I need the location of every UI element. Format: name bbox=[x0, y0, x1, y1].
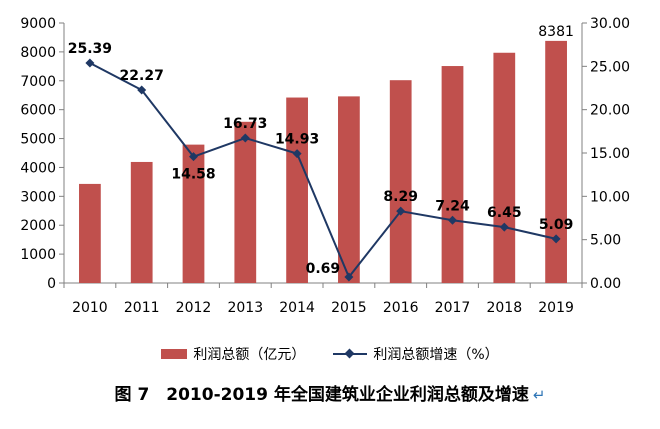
bar bbox=[338, 96, 360, 283]
figure-caption: 图 7 2010-2019 年全国建筑业企业利润总额及增速 ↵ bbox=[0, 380, 660, 405]
bar bbox=[130, 161, 153, 283]
legend-bar-swatch bbox=[161, 349, 188, 359]
line-data-label: 8.29 bbox=[383, 189, 418, 205]
return-arrow-icon: ↵ bbox=[532, 386, 546, 404]
caption-text: 图 7 2010-2019 年全国建筑业企业利润总额及增速 bbox=[114, 385, 529, 405]
chart: 0 1000 2000 3000 4000 5000 6000 7000 8000 9000 0.0… bbox=[20, 16, 630, 316]
y-right-tick-label: 25.00 bbox=[590, 59, 630, 75]
legend-line-label: 利润总额增速（%） bbox=[373, 347, 499, 363]
line-data-label: 5.09 bbox=[539, 217, 574, 233]
y-left-tick-label: 7000 bbox=[20, 74, 56, 90]
bar bbox=[182, 144, 205, 283]
line-point bbox=[499, 222, 509, 232]
line-data-label: 25.39 bbox=[68, 41, 112, 57]
bar bbox=[493, 52, 516, 283]
y-right-tick-label: 0.00 bbox=[590, 276, 621, 292]
y-right-tick-label: 20.00 bbox=[590, 103, 630, 119]
legend-line-marker-icon bbox=[333, 348, 368, 360]
x-tick-label: 2014 bbox=[279, 300, 315, 316]
y-right-tick-label: 10.00 bbox=[590, 189, 630, 205]
bar bbox=[545, 40, 567, 284]
y-left-tick-label: 6000 bbox=[20, 103, 56, 119]
y-left-tick-label: 9000 bbox=[20, 16, 56, 32]
legend-item-bar: 利润总额（亿元） bbox=[161, 344, 305, 364]
y-left-tick-label: 1000 bbox=[20, 247, 56, 263]
bar bbox=[79, 183, 101, 283]
chart-legend: 利润总额（亿元） 利润总额增速（%） bbox=[0, 342, 660, 366]
line-data-label: 22.27 bbox=[120, 68, 164, 84]
line-point bbox=[292, 149, 302, 159]
bar-data-label: 8381 bbox=[538, 24, 574, 40]
line-data-label: 0.69 bbox=[306, 261, 341, 277]
x-tick-label: 2010 bbox=[72, 300, 108, 316]
line-point bbox=[85, 58, 95, 68]
line-data-label: 14.58 bbox=[171, 167, 215, 183]
y-right-tick-label: 15.00 bbox=[590, 146, 630, 162]
bar bbox=[286, 97, 308, 284]
legend-item-line: 利润总额增速（%） bbox=[333, 344, 499, 364]
y-left-tick-label: 5000 bbox=[20, 132, 56, 148]
y-right-tick-label: 30.00 bbox=[590, 16, 630, 32]
line-data-label: 14.93 bbox=[275, 132, 319, 148]
line-point bbox=[448, 215, 457, 225]
line-data-label: 6.45 bbox=[487, 205, 522, 221]
line-point bbox=[551, 234, 561, 244]
y-left-tick-label: 0 bbox=[47, 276, 56, 292]
line-point bbox=[344, 272, 354, 282]
x-tick-label: 2011 bbox=[124, 300, 160, 316]
x-tick-label: 2013 bbox=[227, 300, 263, 316]
legend-bar-label: 利润总额（亿元） bbox=[193, 347, 306, 363]
y-left-tick-label: 4000 bbox=[20, 160, 56, 176]
y-left-tick-label: 8000 bbox=[20, 45, 56, 61]
x-tick-label: 2019 bbox=[538, 300, 574, 316]
y-left-tick-label: 3000 bbox=[20, 189, 56, 205]
line-point bbox=[396, 206, 406, 216]
line-data-label: 7.24 bbox=[435, 198, 470, 214]
y-right-tick-label: 5.00 bbox=[590, 233, 621, 249]
line-point bbox=[189, 152, 198, 162]
line-point bbox=[240, 133, 250, 143]
x-tick-label: 2012 bbox=[176, 300, 212, 316]
x-tick-label: 2018 bbox=[486, 300, 522, 316]
bar bbox=[389, 80, 412, 283]
line-data-label: 16.73 bbox=[223, 116, 267, 132]
x-tick-label: 2016 bbox=[383, 300, 419, 316]
growth-line bbox=[89, 62, 557, 279]
bar bbox=[234, 121, 257, 283]
x-tick-label: 2017 bbox=[435, 300, 471, 316]
x-tick-label: 2015 bbox=[331, 300, 367, 316]
y-left-tick-label: 2000 bbox=[20, 218, 56, 234]
bar bbox=[441, 66, 464, 284]
line-point bbox=[137, 85, 147, 95]
